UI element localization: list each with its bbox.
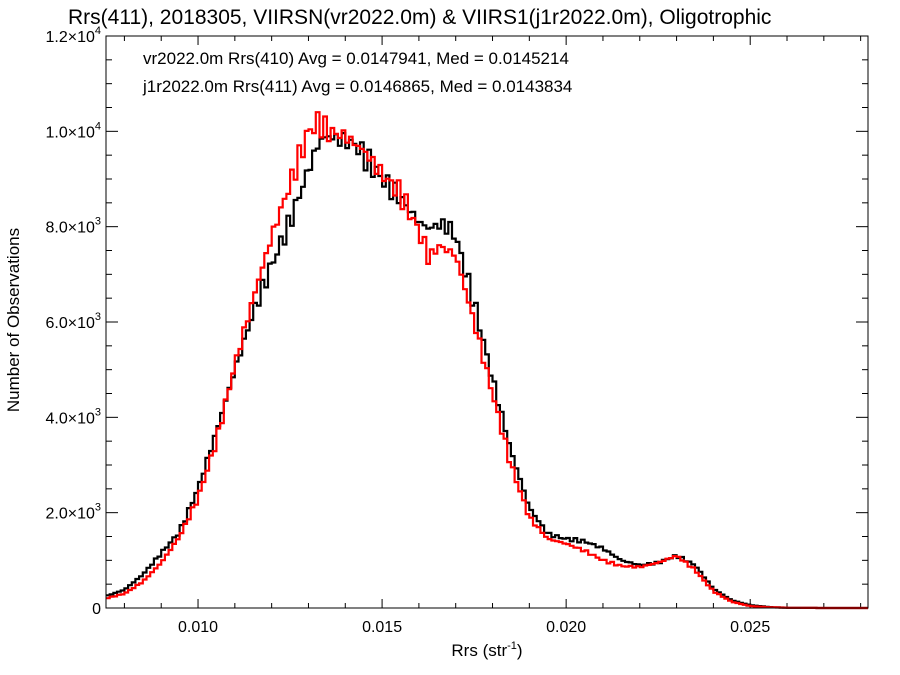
x-tick-label: 0.025 [730, 619, 770, 636]
series-line-vr2022 [106, 132, 868, 610]
y-tick-label: 1.0×104 [45, 120, 101, 141]
chart-title: Rrs(411), 2018305, VIIRSN(vr2022.0m) & V… [68, 6, 771, 29]
series-lines [106, 111, 868, 610]
y-axis-label: Number of Observations [4, 228, 23, 412]
series-line-j1r2022 [106, 111, 868, 610]
plot-frame [105, 35, 869, 609]
x-tick-label: 0.010 [178, 619, 218, 636]
y-tick-label: 8.0×103 [45, 216, 101, 237]
legend-entry-vr2022: vr2022.0m Rrs(410) Avg = 0.0147941, Med … [143, 49, 569, 68]
y-tick-label: 1.2×104 [45, 25, 101, 46]
y-tick-label: 4.0×103 [45, 406, 101, 427]
y-tick-label: 2.0×103 [45, 502, 101, 523]
x-tick-label: 0.020 [546, 619, 586, 636]
x-tick-label: 0.015 [362, 619, 402, 636]
tick-labels: 0.010 0.015 0.020 0.025 0 2.0×103 4.0×103 6.0×1… [45, 25, 770, 636]
y-tick-label: 6.0×103 [45, 311, 101, 332]
legend: vr2022.0m Rrs(410) Avg = 0.0147941, Med … [142, 49, 572, 96]
y-tick-label: 0 [92, 601, 101, 618]
legend-entry-j1r2022: j1r2022.0m Rrs(411) Avg = 0.0146865, Med… [142, 77, 572, 96]
x-axis-label: Rrs (str-1) [451, 640, 522, 660]
axis-ticks [106, 35, 868, 609]
